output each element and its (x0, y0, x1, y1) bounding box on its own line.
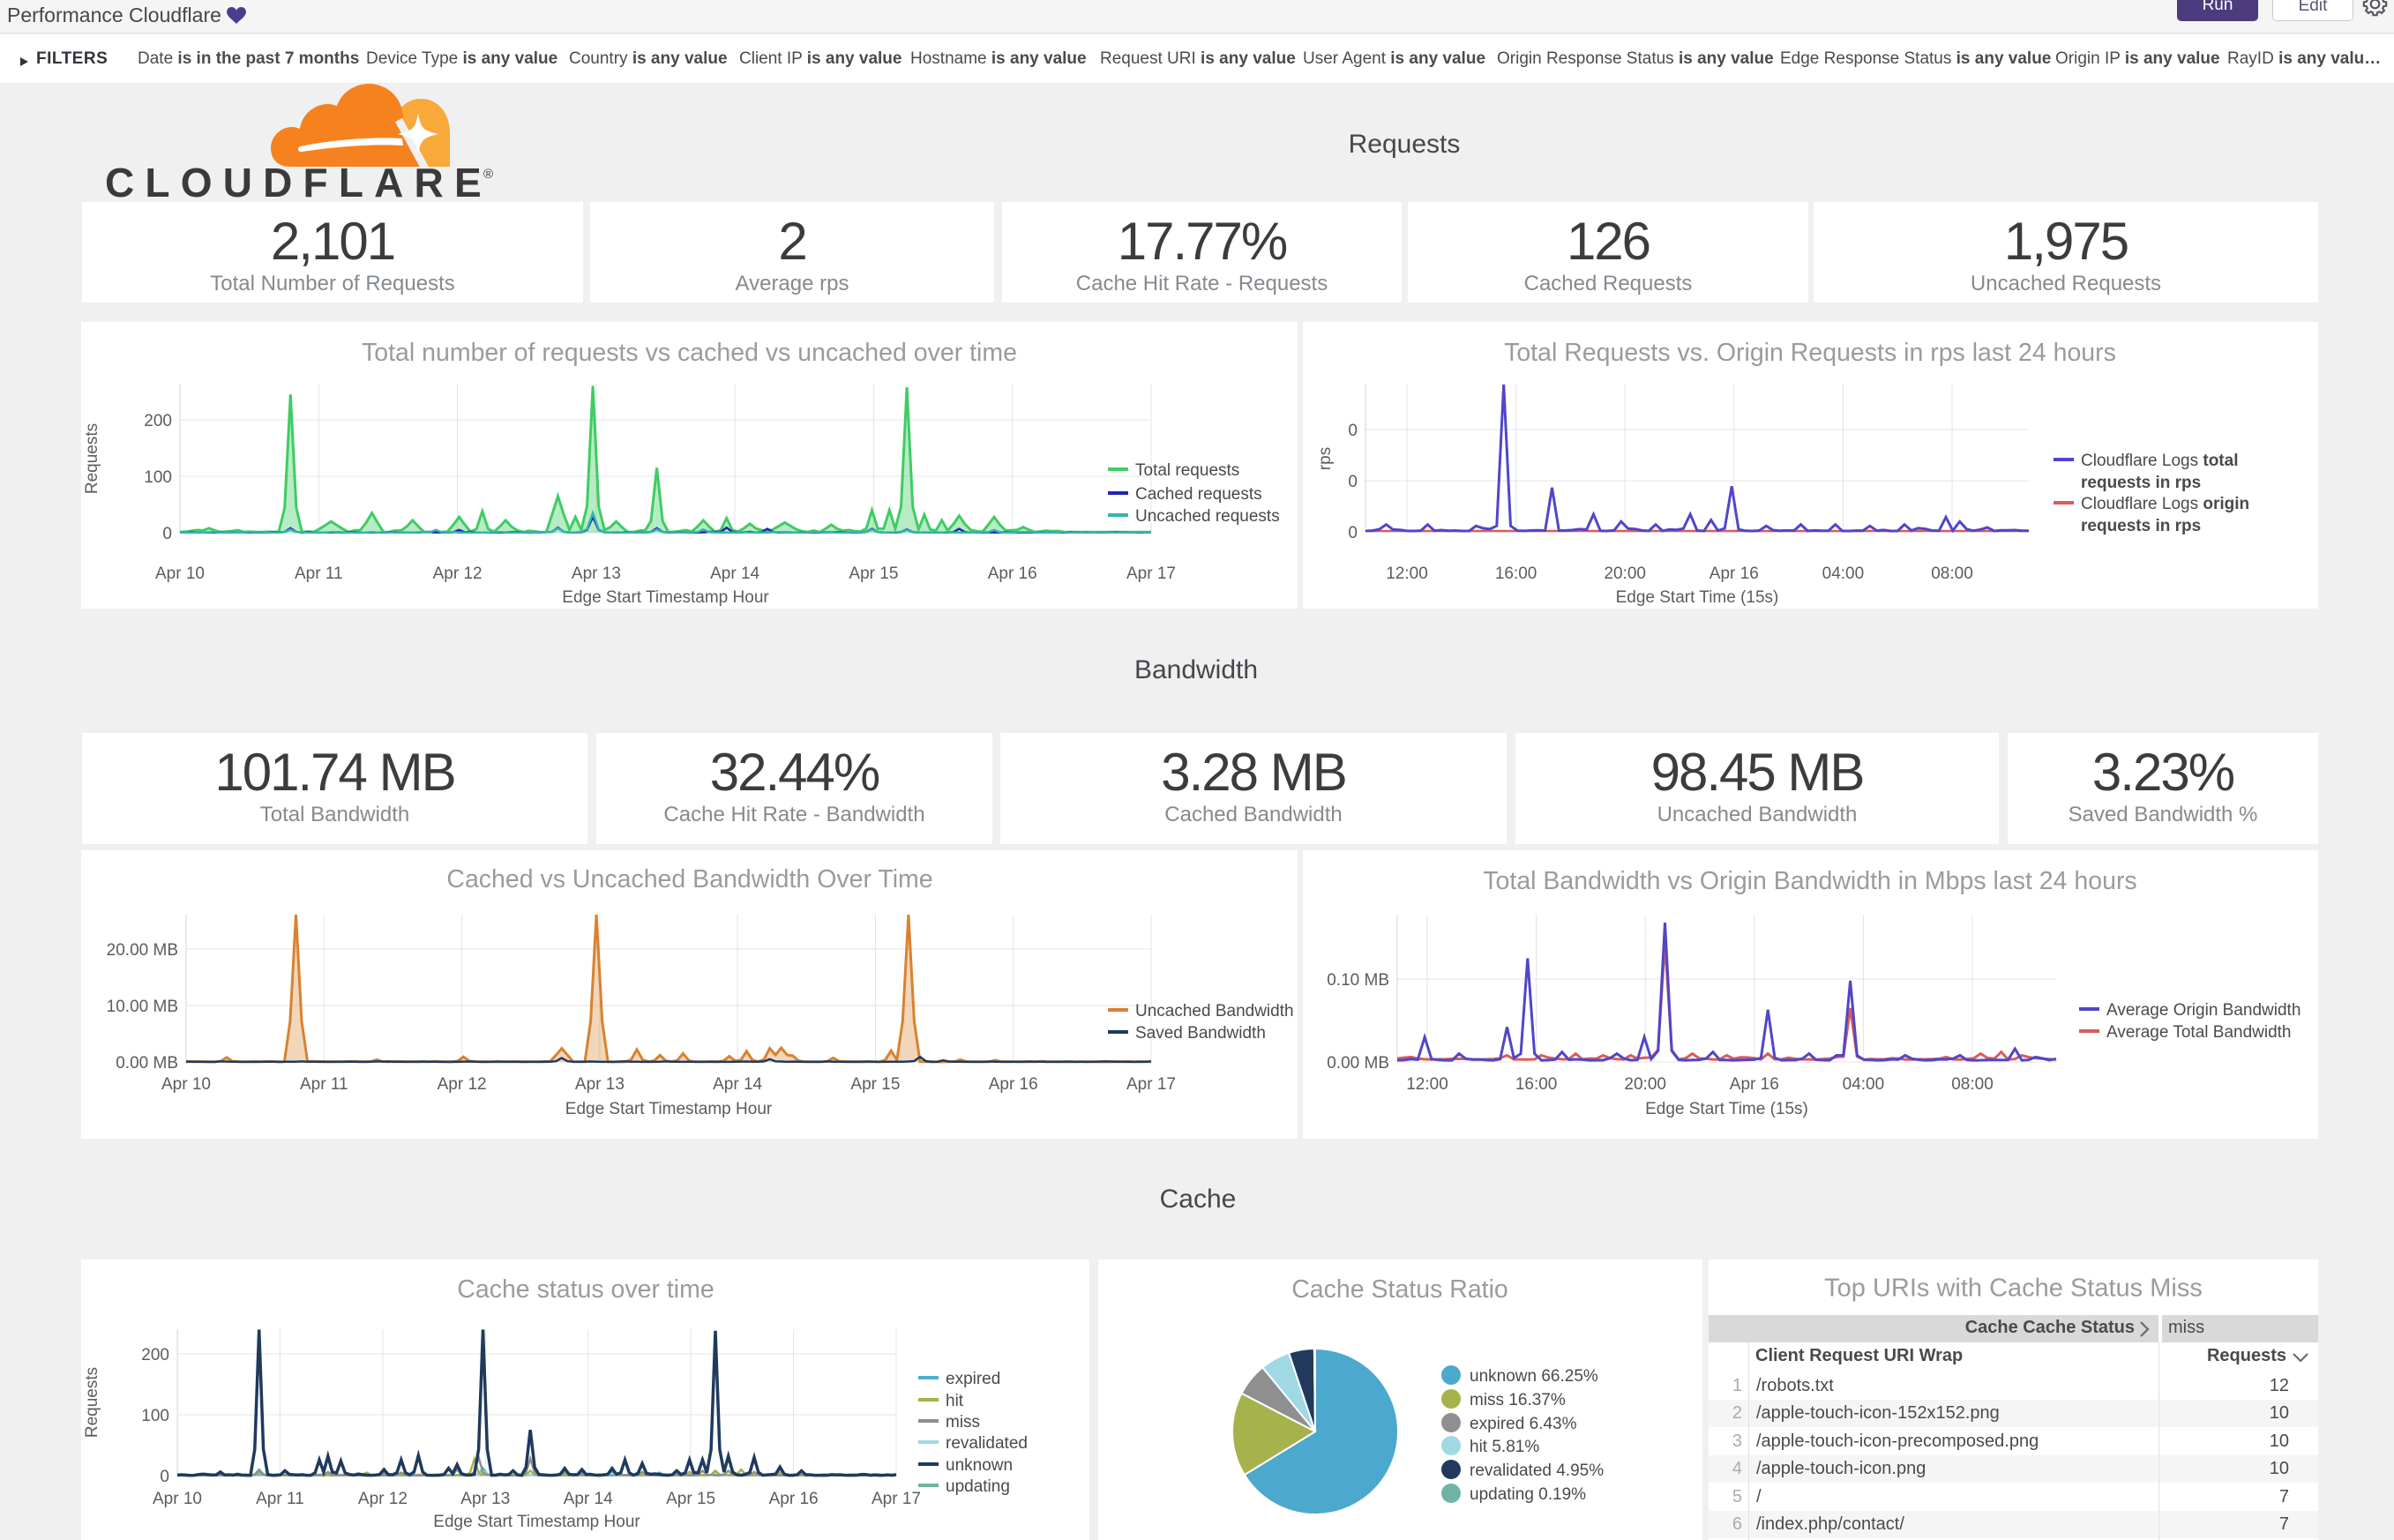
svg-text:Requests: Requests (83, 1367, 101, 1438)
svg-text:Apr 10: Apr 10 (153, 1490, 202, 1508)
svg-text:Edge Start Timestamp Hour: Edge Start Timestamp Hour (562, 588, 769, 607)
svg-text:Cache Status Ratio: Cache Status Ratio (1291, 1275, 1508, 1304)
svg-text:unknown 66.25%: unknown 66.25% (1470, 1367, 1598, 1386)
svg-text:0: 0 (1348, 473, 1358, 491)
svg-text:100: 100 (144, 468, 172, 487)
svg-text:Total Requests vs. Origin Requ: Total Requests vs. Origin Requests in rp… (1504, 339, 2116, 367)
svg-text:requests in rps: requests in rps (2081, 474, 2201, 492)
svg-text:0: 0 (1348, 422, 1358, 440)
svg-text:hit: hit (946, 1392, 964, 1410)
svg-text:Apr 13: Apr 13 (572, 564, 621, 583)
svg-text:200: 200 (141, 1346, 169, 1364)
svg-text:Edge Start Timestamp Hour: Edge Start Timestamp Hour (433, 1513, 640, 1531)
svg-text:rps: rps (1316, 447, 1335, 470)
svg-text:Uncached Bandwidth: Uncached Bandwidth (1135, 1002, 1294, 1020)
svg-text:Apr 14: Apr 14 (713, 1075, 762, 1094)
svg-text:Edge Start Time (15s): Edge Start Time (15s) (1645, 1100, 1808, 1118)
svg-text:10.00 MB: 10.00 MB (107, 998, 178, 1016)
svg-text:Average Total Bandwidth: Average Total Bandwidth (2106, 1023, 2292, 1042)
svg-text:Apr 17: Apr 17 (1126, 1075, 1176, 1094)
svg-text:®: ® (483, 167, 493, 182)
svg-text:0.00 MB: 0.00 MB (116, 1054, 178, 1073)
svg-text:Apr 11: Apr 11 (256, 1490, 304, 1508)
svg-text:0.10 MB: 0.10 MB (1327, 971, 1389, 990)
svg-text:20.00 MB: 20.00 MB (107, 941, 178, 960)
svg-text:0: 0 (160, 1468, 169, 1486)
svg-text:expired: expired (946, 1370, 1000, 1388)
svg-text:Average Origin Bandwidth: Average Origin Bandwidth (2106, 1001, 2300, 1020)
svg-text:Apr 16: Apr 16 (989, 1075, 1038, 1094)
svg-text:08:00: 08:00 (1931, 564, 1973, 583)
svg-text:Cached vs Uncached Bandwidth O: Cached vs Uncached Bandwidth Over Time (446, 865, 932, 893)
svg-text:12:00: 12:00 (1406, 1075, 1448, 1094)
svg-text:Uncached requests: Uncached requests (1135, 507, 1280, 526)
svg-text:Cache status over time: Cache status over time (457, 1275, 714, 1304)
svg-text:Saved Bandwidth: Saved Bandwidth (1135, 1024, 1266, 1043)
svg-text:Edge Start Timestamp Hour: Edge Start Timestamp Hour (565, 1100, 773, 1118)
svg-text:Apr 13: Apr 13 (460, 1490, 510, 1508)
svg-text:Apr 11: Apr 11 (300, 1075, 348, 1094)
svg-text:Requests: Requests (83, 423, 101, 494)
svg-text:miss 16.37%: miss 16.37% (1470, 1391, 1566, 1409)
svg-text:Apr 10: Apr 10 (155, 564, 205, 583)
svg-text:Total Bandwidth vs Origin Band: Total Bandwidth vs Origin Bandwidth in M… (1483, 867, 2136, 895)
svg-text:updating 0.19%: updating 0.19% (1470, 1485, 1586, 1504)
svg-text:0.00 MB: 0.00 MB (1327, 1054, 1389, 1073)
svg-text:Apr 13: Apr 13 (575, 1075, 625, 1094)
svg-text:Apr 12: Apr 12 (358, 1490, 408, 1508)
svg-text:Apr 16: Apr 16 (1730, 1075, 1779, 1094)
svg-text:Apr 14: Apr 14 (564, 1490, 613, 1508)
svg-text:miss: miss (946, 1413, 980, 1432)
svg-text:0: 0 (1348, 524, 1358, 542)
svg-text:unknown: unknown (946, 1456, 1013, 1475)
svg-text:Total requests: Total requests (1135, 461, 1239, 480)
svg-text:200: 200 (144, 412, 172, 430)
svg-text:Apr 15: Apr 15 (666, 1490, 715, 1508)
svg-text:Apr 14: Apr 14 (710, 564, 759, 583)
svg-text:updating: updating (946, 1477, 1010, 1496)
svg-text:0: 0 (162, 525, 172, 543)
svg-text:revalidated: revalidated (946, 1434, 1028, 1453)
svg-text:CLOUDFLARE: CLOUDFLARE (105, 160, 492, 206)
svg-text:Cached requests: Cached requests (1135, 485, 1262, 504)
svg-text:hit 5.81%: hit 5.81% (1470, 1438, 1539, 1456)
svg-text:08:00: 08:00 (1951, 1075, 1994, 1094)
svg-text:Edge Start Time (15s): Edge Start Time (15s) (1616, 588, 1779, 607)
svg-text:Apr 12: Apr 12 (433, 564, 483, 583)
svg-text:Apr 16: Apr 16 (769, 1490, 819, 1508)
svg-text:Apr 17: Apr 17 (872, 1490, 921, 1508)
svg-text:Cloudflare Logs origin: Cloudflare Logs origin (2081, 495, 2249, 513)
svg-text:04:00: 04:00 (1843, 1075, 1885, 1094)
svg-text:Apr 11: Apr 11 (295, 564, 343, 583)
svg-text:16:00: 16:00 (1495, 564, 1537, 583)
svg-text:revalidated 4.95%: revalidated 4.95% (1470, 1462, 1604, 1480)
svg-text:04:00: 04:00 (1822, 564, 1865, 583)
svg-text:expired 6.43%: expired 6.43% (1470, 1415, 1577, 1433)
svg-text:Apr 16: Apr 16 (988, 564, 1037, 583)
svg-text:requests in rps: requests in rps (2081, 517, 2201, 535)
svg-text:16:00: 16:00 (1515, 1075, 1558, 1094)
svg-text:Apr 16: Apr 16 (1709, 564, 1759, 583)
svg-text:20:00: 20:00 (1604, 564, 1646, 583)
svg-text:Apr 15: Apr 15 (849, 564, 898, 583)
svg-text:20:00: 20:00 (1624, 1075, 1666, 1094)
svg-text:Cloudflare Logs total: Cloudflare Logs total (2081, 452, 2238, 470)
svg-text:Total number of requests vs ca: Total number of requests vs cached vs un… (362, 339, 1017, 367)
svg-text:100: 100 (141, 1407, 169, 1425)
svg-text:Apr 12: Apr 12 (438, 1075, 487, 1094)
svg-text:Apr 10: Apr 10 (161, 1075, 211, 1094)
svg-text:Apr 17: Apr 17 (1126, 564, 1176, 583)
svg-text:Apr 15: Apr 15 (850, 1075, 900, 1094)
svg-text:12:00: 12:00 (1386, 564, 1428, 583)
